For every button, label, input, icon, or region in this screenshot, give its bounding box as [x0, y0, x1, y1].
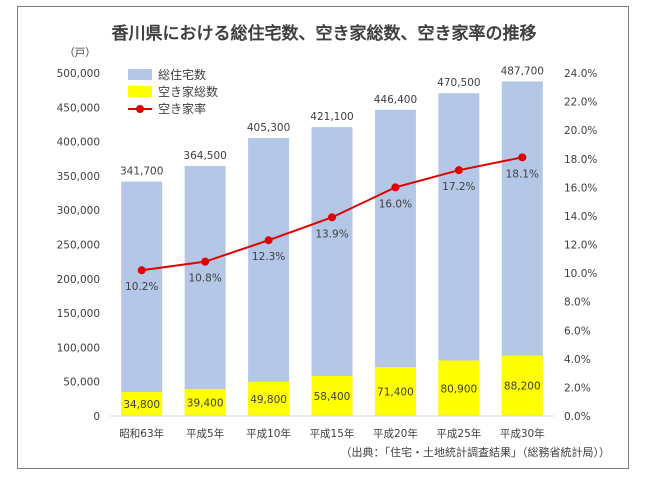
vacancy-rate-point: [391, 183, 400, 192]
vacancy-rate-label: 10.8%: [188, 273, 221, 285]
right-axis-ticks: 0.0% 2.0% 4.0% 6.0% 8.0% 10.0% 12.0% 14.0% 16.0%…: [564, 68, 597, 423]
left-axis-ticks: 0 50,000 100,000 150,000 200,000 250,000 300,0…: [57, 68, 100, 423]
vacancy-rate-label: 13.9%: [315, 228, 348, 240]
vacancy-rate-label: 17.2%: [442, 181, 475, 193]
vacancy-rate-point: [328, 213, 336, 222]
right-tick-label: 6.0%: [564, 325, 591, 337]
left-tick-label: 200,000: [57, 274, 100, 286]
left-tick-label: 500,000: [57, 68, 100, 80]
total-housing-label: 405,300: [247, 122, 290, 134]
total-housing-label: 446,400: [374, 94, 417, 106]
chart-frame: 香川県における総住宅数、空き家総数、空き家率の推移 （戸） 0 50,000 100…: [17, 6, 629, 469]
total-housing-bar: [374, 109, 416, 417]
chart-title: 香川県における総住宅数、空き家総数、空き家率の推移: [112, 23, 537, 44]
vacancy-rate-point: [454, 166, 463, 175]
left-tick-label: 0: [93, 411, 100, 423]
vacant-housing-label: 88,200: [504, 381, 541, 393]
total-housing-bar: [121, 181, 163, 416]
vacant-housing-label: 71,400: [377, 387, 414, 399]
total-housing-bar: [311, 127, 353, 416]
category-label: 平成25年: [436, 427, 481, 440]
vacancy-rate-point: [518, 153, 527, 162]
vacant-housing-bar: [311, 375, 353, 416]
right-tick-label: 10.0%: [564, 268, 597, 280]
vacancy-rate-point: [201, 257, 210, 266]
left-tick-label: 350,000: [57, 171, 100, 183]
vacancy-rate-point: [264, 236, 273, 245]
right-tick-label: 4.0%: [564, 354, 591, 366]
category-label: 平成20年: [373, 427, 418, 440]
vacancy-rate-label: 18.1%: [506, 168, 539, 180]
category-label: 昭和63年: [119, 427, 164, 440]
vacant-housing-label: 49,800: [250, 394, 287, 406]
vacant-housing-bar: [374, 367, 416, 416]
vacant-housing-label: 39,400: [187, 397, 224, 409]
data-labels: 341,700 34,800 364,500 39,400 405,300 49,800 4…: [120, 65, 544, 411]
total-housing-label: 341,700: [120, 166, 163, 178]
right-tick-label: 24.0%: [564, 68, 597, 80]
left-tick-label: 450,000: [57, 102, 100, 114]
total-housing-label: 487,700: [501, 65, 544, 77]
left-tick-label: 50,000: [63, 377, 100, 389]
right-tick-label: 14.0%: [564, 211, 597, 223]
total-housing-label: 470,500: [437, 77, 480, 89]
left-tick-label: 100,000: [57, 342, 100, 354]
right-tick-label: 16.0%: [564, 182, 597, 194]
vacant-housing-label: 34,800: [123, 399, 160, 411]
category-label: 平成15年: [310, 427, 355, 440]
vacancy-rate-point: [137, 266, 146, 275]
vacancy-rate-label: 10.2%: [125, 281, 158, 293]
legend-label-total: 総住宅数: [158, 67, 206, 82]
left-tick-label: 250,000: [57, 240, 100, 252]
left-axis-unit: （戸）: [64, 47, 96, 59]
rate-line: [137, 153, 527, 275]
vacant-housing-label: 80,900: [440, 383, 477, 395]
total-housing-bar: [184, 165, 226, 416]
left-tick-label: 150,000: [57, 308, 100, 320]
vacant-housing-bar: [121, 392, 163, 416]
category-label: 平成5年: [186, 427, 224, 440]
legend-swatch-total: [128, 69, 152, 80]
left-tick-label: 300,000: [57, 205, 100, 217]
vacant-housing-bar: [438, 360, 480, 416]
total-housing-label: 421,100: [310, 111, 353, 123]
legend-label-rate: 空き家率: [158, 101, 206, 116]
legend-marker-rate: [136, 105, 144, 113]
chart-svg: 香川県における総住宅数、空き家総数、空き家率の推移 （戸） 0 50,000 100…: [57, 23, 611, 459]
right-tick-label: 18.0%: [564, 154, 597, 166]
left-tick-label: 400,000: [57, 137, 100, 149]
bars: [110, 81, 554, 417]
total-housing-bar: [248, 137, 290, 416]
category-label: 平成10年: [246, 427, 291, 440]
legend-swatch-vacant: [128, 86, 152, 97]
vacant-housing-bar: [248, 381, 290, 416]
category-label: 平成30年: [500, 427, 545, 440]
vacant-housing-bar: [501, 355, 543, 416]
legend-label-vacant: 空き家総数: [158, 84, 218, 99]
source-note: （出典：「住宅・土地統計調査結果」（総務省統計局））: [341, 445, 611, 459]
right-tick-label: 22.0%: [564, 97, 597, 109]
right-tick-label: 8.0%: [564, 297, 591, 309]
right-tick-label: 2.0%: [564, 382, 591, 394]
right-tick-label: 12.0%: [564, 240, 597, 252]
vacancy-rate-label: 12.3%: [252, 251, 285, 263]
category-labels: 昭和63年 平成5年 平成10年 平成15年 平成20年 平成25年 平成30年: [119, 427, 544, 440]
right-tick-label: 20.0%: [564, 125, 597, 137]
vacancy-rate-label: 16.0%: [379, 198, 412, 210]
total-housing-label: 364,500: [183, 150, 226, 162]
right-tick-label: 0.0%: [564, 411, 591, 423]
vacant-housing-label: 58,400: [314, 391, 351, 403]
vacant-housing-bar: [184, 388, 226, 416]
